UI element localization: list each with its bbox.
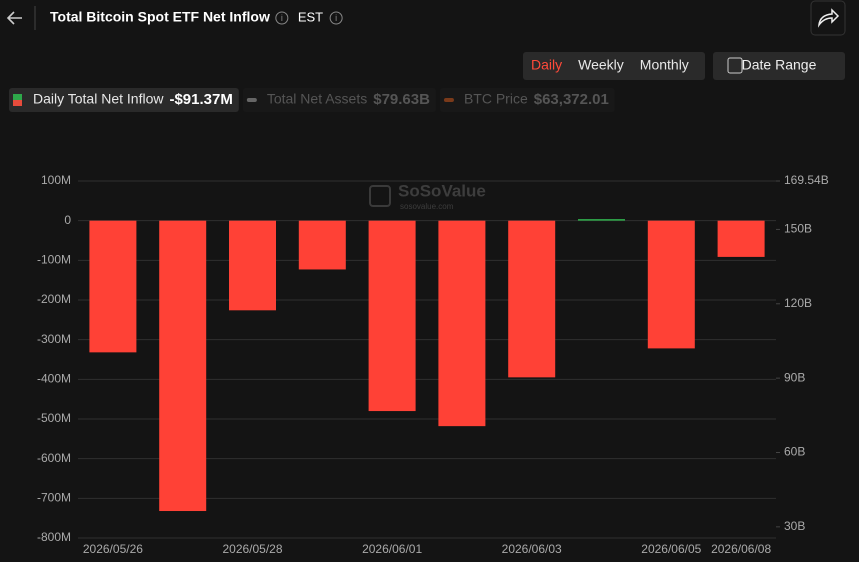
y2-tick-label: 30B bbox=[784, 519, 805, 533]
y-tick-label: -700M bbox=[37, 491, 71, 505]
x-tick-label: 2026/06/01 bbox=[362, 542, 422, 556]
legend-item[interactable]: BTC Price $63,372.01 bbox=[439, 88, 615, 112]
y-tick-label: -300M bbox=[37, 332, 71, 346]
page-title: Total Bitcoin Spot ETF Net Inflow bbox=[50, 9, 270, 25]
period-button[interactable]: Monthly bbox=[640, 57, 689, 73]
timezone: EST bbox=[298, 9, 323, 24]
legend-swatch bbox=[13, 100, 22, 106]
bar bbox=[229, 220, 276, 311]
bar bbox=[89, 220, 137, 353]
bar bbox=[438, 220, 486, 427]
back-button[interactable] bbox=[6, 11, 22, 25]
legend-background bbox=[439, 88, 615, 112]
watermark-brand: SoSoValue bbox=[398, 181, 486, 200]
svg-text:i: i bbox=[335, 13, 337, 23]
x-tick-label: 2026/06/03 bbox=[502, 542, 562, 556]
period-switch bbox=[523, 52, 705, 80]
legend-item[interactable]: Daily Total Net Inflow -$91.37M bbox=[9, 88, 239, 112]
y2-tick-label: 169.54B bbox=[784, 173, 829, 187]
legend-background bbox=[242, 88, 436, 112]
share-icon bbox=[817, 8, 840, 28]
y2-tick-label: 120B bbox=[784, 296, 812, 310]
bar bbox=[717, 220, 765, 257]
y-tick-label: -800M bbox=[37, 530, 71, 544]
y-tick-label: -600M bbox=[37, 451, 71, 465]
info-icon[interactable]: i bbox=[275, 11, 289, 25]
y-tick-label: -500M bbox=[37, 411, 71, 425]
x-tick-label: 2026/05/28 bbox=[222, 542, 282, 556]
legend-swatch bbox=[246, 98, 257, 102]
y2-tick-label: 150B bbox=[784, 222, 812, 236]
info-icon[interactable]: i bbox=[329, 11, 343, 25]
svg-text:i: i bbox=[281, 13, 283, 23]
date-range-label: Date Range bbox=[742, 57, 817, 73]
y-tick-label: 0 bbox=[64, 213, 71, 227]
y-tick-label: -200M bbox=[37, 292, 71, 306]
calendar-icon bbox=[727, 57, 743, 74]
period-button[interactable]: Weekly bbox=[578, 57, 624, 73]
legend-name: Total Net Assets bbox=[267, 91, 367, 107]
y-tick-label: -100M bbox=[37, 253, 71, 267]
legend-background bbox=[9, 88, 239, 112]
y2-tick-label: 90B bbox=[784, 370, 805, 384]
legend-value: $79.63B bbox=[373, 91, 430, 108]
x-tick-label: 2026/06/08 bbox=[711, 542, 771, 556]
watermark-site: sosovalue.com bbox=[400, 202, 454, 211]
x-tick-label: 2026/05/26 bbox=[83, 542, 143, 556]
legend-name: Daily Total Net Inflow bbox=[33, 91, 164, 107]
bar bbox=[159, 220, 207, 512]
bar bbox=[508, 220, 556, 378]
legend-name: BTC Price bbox=[464, 91, 528, 107]
bar bbox=[368, 220, 416, 412]
legend-value: $63,372.01 bbox=[534, 91, 609, 108]
legend-swatch bbox=[443, 98, 454, 102]
bar bbox=[647, 220, 695, 349]
bar bbox=[578, 219, 625, 221]
y-tick-label: -400M bbox=[37, 372, 71, 386]
date-range-button[interactable] bbox=[713, 52, 845, 80]
legend-item[interactable]: Total Net Assets $79.63B bbox=[242, 88, 436, 112]
bar bbox=[298, 220, 346, 270]
legend-swatch bbox=[13, 94, 22, 100]
x-tick-label: 2026/06/05 bbox=[641, 542, 701, 556]
y2-tick-label: 60B bbox=[784, 445, 805, 459]
legend-value: -$91.37M bbox=[169, 91, 232, 108]
y-tick-label: 100M bbox=[41, 173, 71, 187]
watermark: SoSoValue sosovalue.com bbox=[369, 181, 486, 211]
period-button[interactable]: Daily bbox=[531, 57, 562, 73]
